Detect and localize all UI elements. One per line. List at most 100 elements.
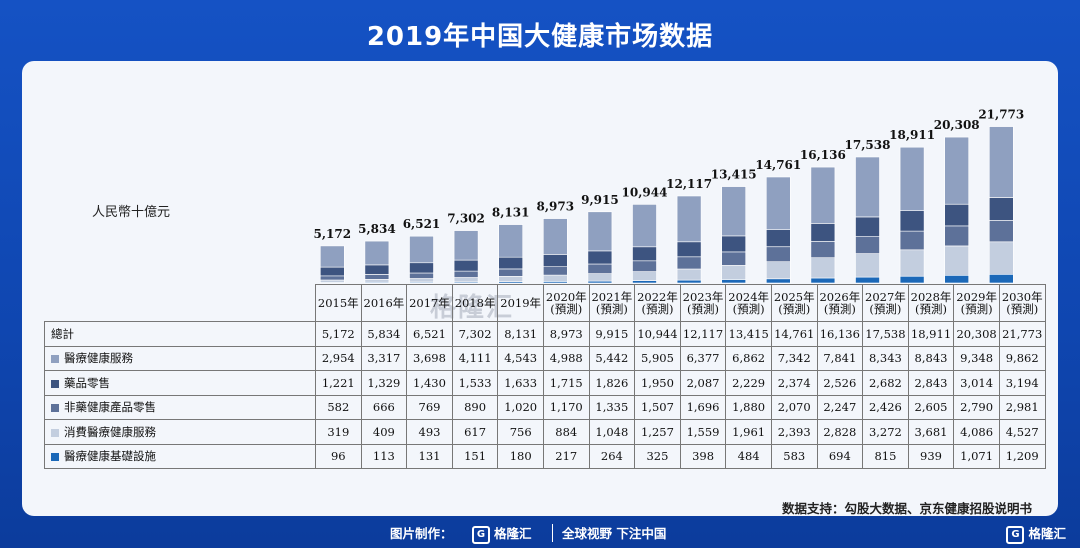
year-header-line: 2019年 <box>500 296 542 310</box>
row-label: 總計 <box>44 321 316 347</box>
table-cell: 1,335 <box>588 394 636 420</box>
bar-segment-pharma_retail <box>587 250 613 265</box>
year-header-line: 2030年 <box>1001 290 1043 304</box>
table-cell: 1,329 <box>360 370 408 396</box>
series-name: 消費醫療健康服務 <box>64 424 156 439</box>
table-cell: 2,682 <box>862 370 909 396</box>
bar-segment-pharma_retail <box>721 235 747 253</box>
table-cell: 16,136 <box>816 321 864 347</box>
bar-segment-non_pharma_retail <box>587 263 613 274</box>
bar-segment-pharma_retail <box>409 262 434 274</box>
bar-segment-medical_services <box>364 240 390 266</box>
table-cell: 1,826 <box>588 370 636 396</box>
table-cell: 1,533 <box>451 370 499 396</box>
bar-segment-non_pharma_retail <box>944 225 970 247</box>
year-header-line: 2028年 <box>910 290 952 304</box>
bar-segment-non_pharma_retail <box>676 256 702 270</box>
table-cell: 583 <box>770 443 818 469</box>
year-header: 2026年 (預測) <box>816 284 864 322</box>
table-cell: 1,221 <box>315 370 362 396</box>
year-header-line: (預測) <box>823 302 856 316</box>
table-cell: 21,773 <box>998 321 1046 347</box>
total-label: 13,415 <box>711 168 757 182</box>
legend-swatch <box>51 379 59 388</box>
table-cell: 1,715 <box>542 370 590 396</box>
bar-segment-non_pharma_retail <box>319 275 345 281</box>
bar-segment-consumer_services <box>899 249 925 277</box>
table-cell: 398 <box>679 443 727 469</box>
total-label: 5,172 <box>314 227 352 241</box>
bar-segment-pharma_retail <box>632 246 657 262</box>
table-cell: 1,170 <box>542 394 590 420</box>
table-row: 藥品零售 1,221 1,329 1,430 1,533 1,633 1,715 1,826 1… <box>44 370 1046 396</box>
bar-segment-infrastructure <box>721 279 747 284</box>
table-cell: 1,961 <box>725 419 772 445</box>
legend-swatch <box>51 428 59 437</box>
total-label: 8,973 <box>537 200 575 214</box>
bar-segment-medical_services <box>721 186 747 237</box>
table-cell: 1,209 <box>998 443 1046 469</box>
bar-segment-infrastructure <box>632 280 657 284</box>
bar-segment-infrastructure <box>899 276 925 284</box>
brand-name: 格隆汇 <box>494 526 532 541</box>
table-cell: 2,828 <box>816 419 864 445</box>
table-cell: 2,229 <box>725 370 772 396</box>
year-header: 2021年 (預測) <box>588 284 636 322</box>
bar-segment-medical_services <box>988 126 1014 198</box>
table-cell: 2,954 <box>315 345 362 371</box>
year-header-line: 2017年 <box>409 296 450 310</box>
bar-segment-consumer_services <box>409 278 434 283</box>
table-cell: 2,374 <box>770 370 818 396</box>
total-label: 14,761 <box>755 158 801 172</box>
total-label: 18,911 <box>889 128 935 142</box>
bar-segment-infrastructure <box>988 274 1014 284</box>
table-cell: 1,430 <box>406 370 453 396</box>
bar-segment-non_pharma_retail <box>409 272 434 279</box>
row-label: 消費醫療健康服務 <box>44 419 316 445</box>
legend-swatch <box>51 355 59 364</box>
footer-credit: 图片制作： <box>390 523 453 542</box>
table-cell: 180 <box>497 443 544 469</box>
table-cell: 325 <box>634 443 681 469</box>
footer-divider <box>552 524 553 542</box>
table-cell: 617 <box>451 419 499 445</box>
total-label: 10,944 <box>622 185 668 199</box>
total-label: 16,136 <box>800 148 846 162</box>
table-cell: 4,086 <box>953 419 1000 445</box>
total-label: 21,773 <box>978 108 1024 122</box>
bar-segment-non_pharma_retail <box>498 268 524 277</box>
table-cell: 18,911 <box>907 321 955 347</box>
year-header: 2019年 <box>497 284 544 322</box>
table-cell: 96 <box>315 443 362 469</box>
year-header-line: (預測) <box>550 302 583 316</box>
data-table: 2015年 2016年 2017年 2018年 2019年 2020年 (預測) 2021年(… <box>44 284 1046 469</box>
total-label: 6,521 <box>403 217 441 231</box>
bar-segment-pharma_retail <box>498 256 524 270</box>
table-cell: 4,543 <box>497 345 544 371</box>
year-header: 2020年 (預測) <box>542 284 590 322</box>
year-header-line: 2022年 <box>637 290 678 304</box>
table-cell: 4,111 <box>451 345 499 371</box>
table-cell: 3,194 <box>998 370 1046 396</box>
table-cell: 2,981 <box>998 394 1046 420</box>
bar-segment-consumer_services <box>364 279 390 283</box>
table-cell: 8,131 <box>497 321 544 347</box>
footer-brand-right: G 格隆汇 <box>1006 523 1066 544</box>
year-header: 2018年 <box>451 284 499 322</box>
page-title: 2019年中国大健康市场数据 <box>366 22 714 52</box>
table-cell: 131 <box>406 443 453 469</box>
table-cell: 13,415 <box>725 321 772 347</box>
table-cell: 151 <box>451 443 499 469</box>
bar-segment-pharma_retail <box>765 229 791 247</box>
footer: 图片制作： G 格隆汇 全球视野 下注中国 G 格隆汇 <box>0 520 1080 548</box>
table-cell: 884 <box>542 419 590 445</box>
table-cell: 2,605 <box>907 394 955 420</box>
bar-segment-non_pharma_retail <box>453 270 479 278</box>
table-cell: 2,426 <box>862 394 909 420</box>
table-cell: 2,526 <box>816 370 864 396</box>
table-cell: 6,377 <box>679 345 727 371</box>
table-cell: 113 <box>360 443 408 469</box>
bar-segment-pharma_retail <box>855 216 880 237</box>
series-name: 醫療健康基礎設施 <box>64 449 156 464</box>
table-cell: 1,559 <box>679 419 727 445</box>
